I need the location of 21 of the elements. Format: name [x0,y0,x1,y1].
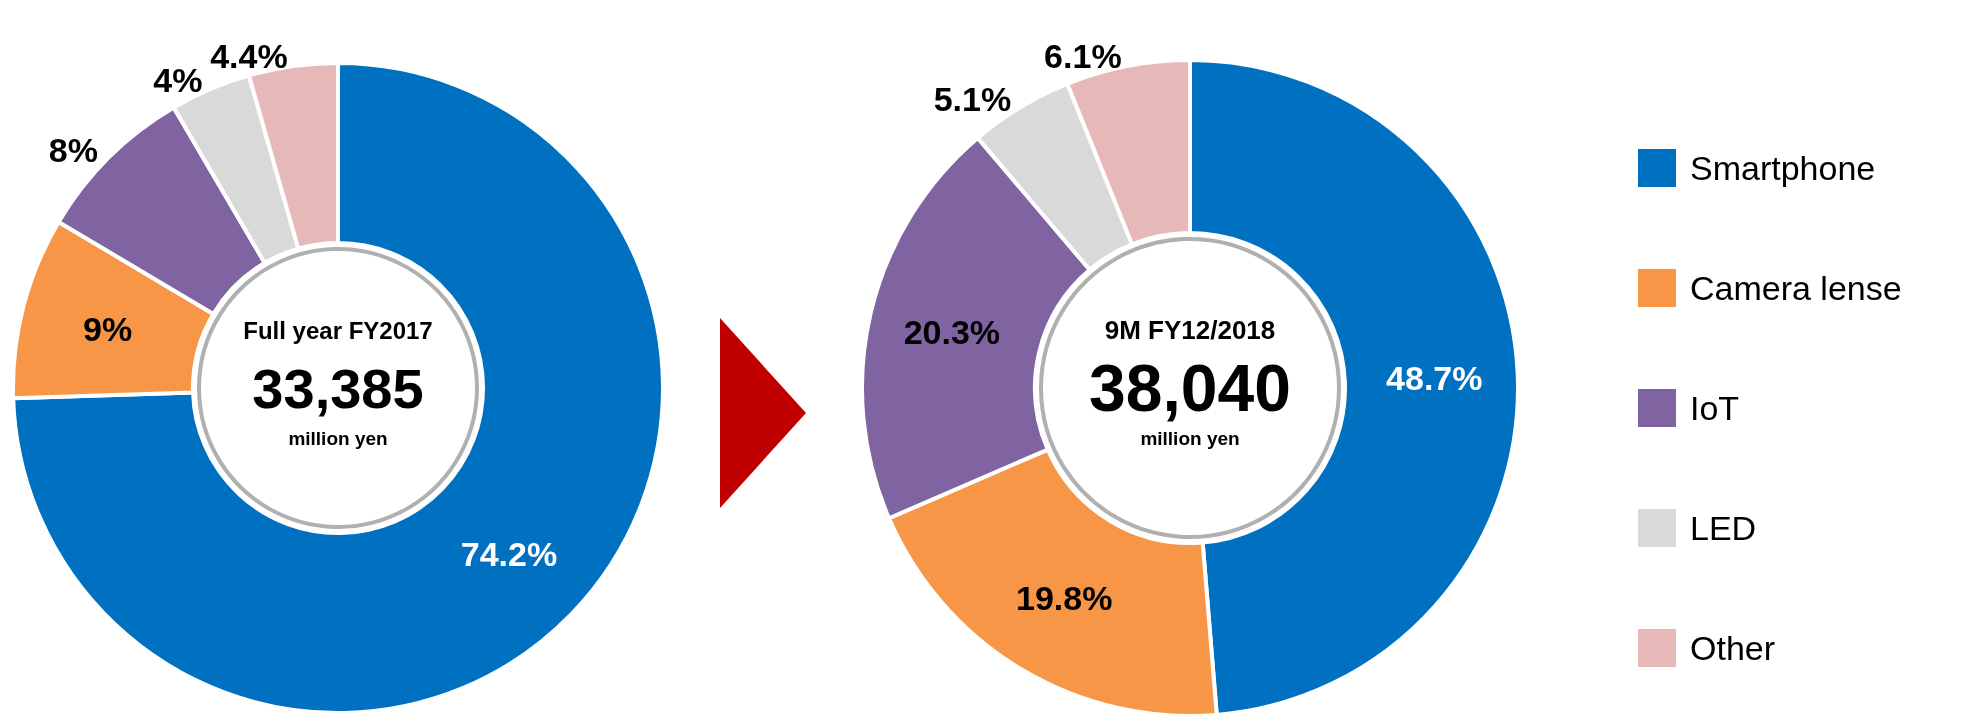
data-label: 19.8% [1016,578,1113,617]
data-label: 6.1% [1044,37,1122,76]
data-label: 48.7% [1386,359,1483,398]
data-label: 9% [82,309,133,348]
legend-label: Smartphone [1690,149,1876,187]
legend-label: Camera lense [1690,269,1902,307]
legend-label: IoT [1690,389,1740,427]
text: 38,040 [1089,351,1291,425]
text: 33,385 [252,356,424,420]
data-label: 5.1% [933,79,1012,118]
data-label: 74.2% [460,534,558,573]
legend-label: LED [1690,509,1757,547]
text: 9M FY12/2018 [1104,315,1276,345]
text: Full year FY2017 [243,316,433,344]
data-label: 4% [153,60,203,99]
text: million yen [288,427,388,449]
text: million yen [1140,427,1240,449]
data-label: 20.3% [903,313,1001,352]
data-label: 8% [48,131,98,170]
data-label: 4.4% [210,37,288,76]
legend-label: Other [1690,629,1776,667]
